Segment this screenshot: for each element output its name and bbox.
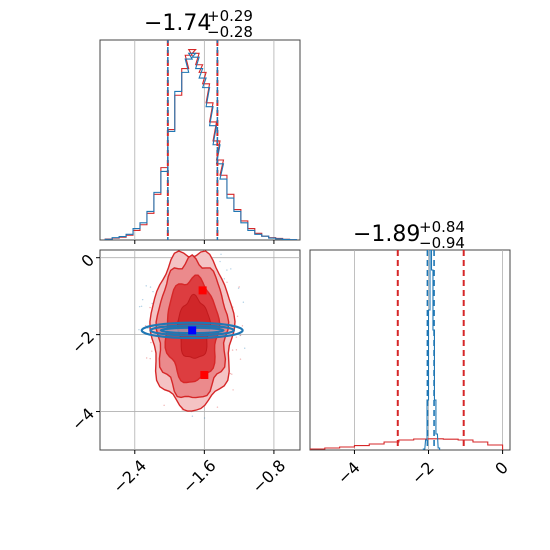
marginal-panel-2-title-lower: −0.94 (419, 234, 465, 252)
scatter-point (238, 286, 240, 288)
marginal-panel-2-quantile-lines (396, 250, 465, 450)
marginal-panel-1-title-lower: −0.28 (207, 23, 253, 41)
scatter-point (150, 341, 152, 344)
scatter-point (235, 336, 238, 338)
scatter-point (244, 347, 246, 349)
scatter-point (239, 334, 241, 337)
marginal-panel-2-title-upper: +0.84 (419, 218, 465, 236)
histogram-series-0 (104, 48, 298, 240)
y-tick-label: −4 (68, 404, 98, 434)
scatter-point (226, 281, 228, 283)
y-tick-label: 0 (77, 250, 98, 271)
scatter-point (144, 324, 147, 327)
scatter-point (145, 285, 147, 287)
marginal-panel-1: −1.74 +0.29 −0.28 (99, 7, 301, 244)
scatter-point (151, 350, 153, 352)
joint-panel: −2.4 −1.6 −0.8 0 −2 −4 (68, 245, 301, 497)
histogram-series-1 (422, 250, 441, 450)
marginal-panel-1-frame (99, 39, 301, 241)
marginal-panel-1-ticks (134, 240, 275, 244)
blue-contour-0 (140, 321, 244, 340)
scatter-point (216, 406, 219, 408)
scatter-point (232, 389, 234, 391)
joint-panel-contours (138, 245, 246, 419)
scatter-point (152, 290, 154, 293)
scatter-point (138, 305, 141, 308)
scatter-point (145, 357, 148, 359)
blue-square-marker (188, 326, 197, 335)
scatter-point (185, 245, 186, 246)
y-tick-label: −2 (68, 327, 98, 357)
scatter-point (235, 349, 238, 351)
marginal-panel-1-title-upper: +0.29 (207, 7, 253, 25)
scatter-point (239, 334, 242, 336)
scatter-point (138, 329, 140, 331)
histogram-series-1 (104, 52, 298, 240)
marginal-panel-1-histograms (104, 48, 298, 240)
scatter-point (163, 404, 165, 407)
red-square-marker (198, 286, 207, 295)
x-tick-label: 0 (491, 458, 512, 479)
histogram-series-0 (310, 438, 504, 450)
scatter-point (149, 286, 152, 288)
scatter-point (141, 298, 144, 301)
marginal-panel-2-frame (309, 249, 511, 451)
scatter-point (197, 246, 198, 247)
scatter-point (230, 268, 232, 270)
scatter-point (151, 302, 153, 305)
red-square-marker (200, 371, 209, 379)
scatter-point (242, 301, 245, 303)
scatter-point (239, 358, 242, 360)
scatter-point (229, 372, 232, 375)
scatter-point (203, 417, 206, 419)
marginal-panel-1-grid (134, 40, 275, 240)
scatter-point (236, 315, 239, 317)
x-tick-label: −1.6 (179, 456, 220, 497)
x-tick-label: −2 (408, 458, 438, 488)
scatter-point (149, 306, 151, 309)
scatter-point (241, 325, 244, 327)
scatter-point (231, 373, 233, 375)
marginal-panel-2-title-value: −1.89 (353, 222, 420, 247)
x-tick-label: −4 (334, 458, 364, 488)
scatter-point (196, 245, 197, 246)
scatter-point (220, 253, 222, 256)
scatter-point (140, 305, 143, 307)
marginal-panel-1-title-value: −1.74 (144, 11, 211, 36)
marginal-panel-1-quantile-lines (166, 40, 219, 240)
scatter-point (191, 415, 194, 417)
scatter-point (231, 349, 234, 351)
scatter-point (237, 287, 240, 289)
blue-contour-1 (149, 324, 236, 337)
marginal-panel-2-ticks: −4 −2 0 (334, 450, 512, 488)
x-tick-label: −0.8 (248, 456, 289, 497)
scatter-point (147, 327, 149, 330)
marginal-panel-2: −4 −2 0 −1.89 +0.84 −0.94 (309, 218, 512, 488)
scatter-point (149, 357, 151, 360)
x-tick-label: −2.4 (109, 456, 150, 497)
scatter-point (226, 269, 228, 271)
scatter-point (219, 260, 221, 263)
scatter-point (196, 248, 197, 249)
marginal-panel-2-histograms (310, 250, 504, 450)
scatter-point (223, 278, 226, 280)
